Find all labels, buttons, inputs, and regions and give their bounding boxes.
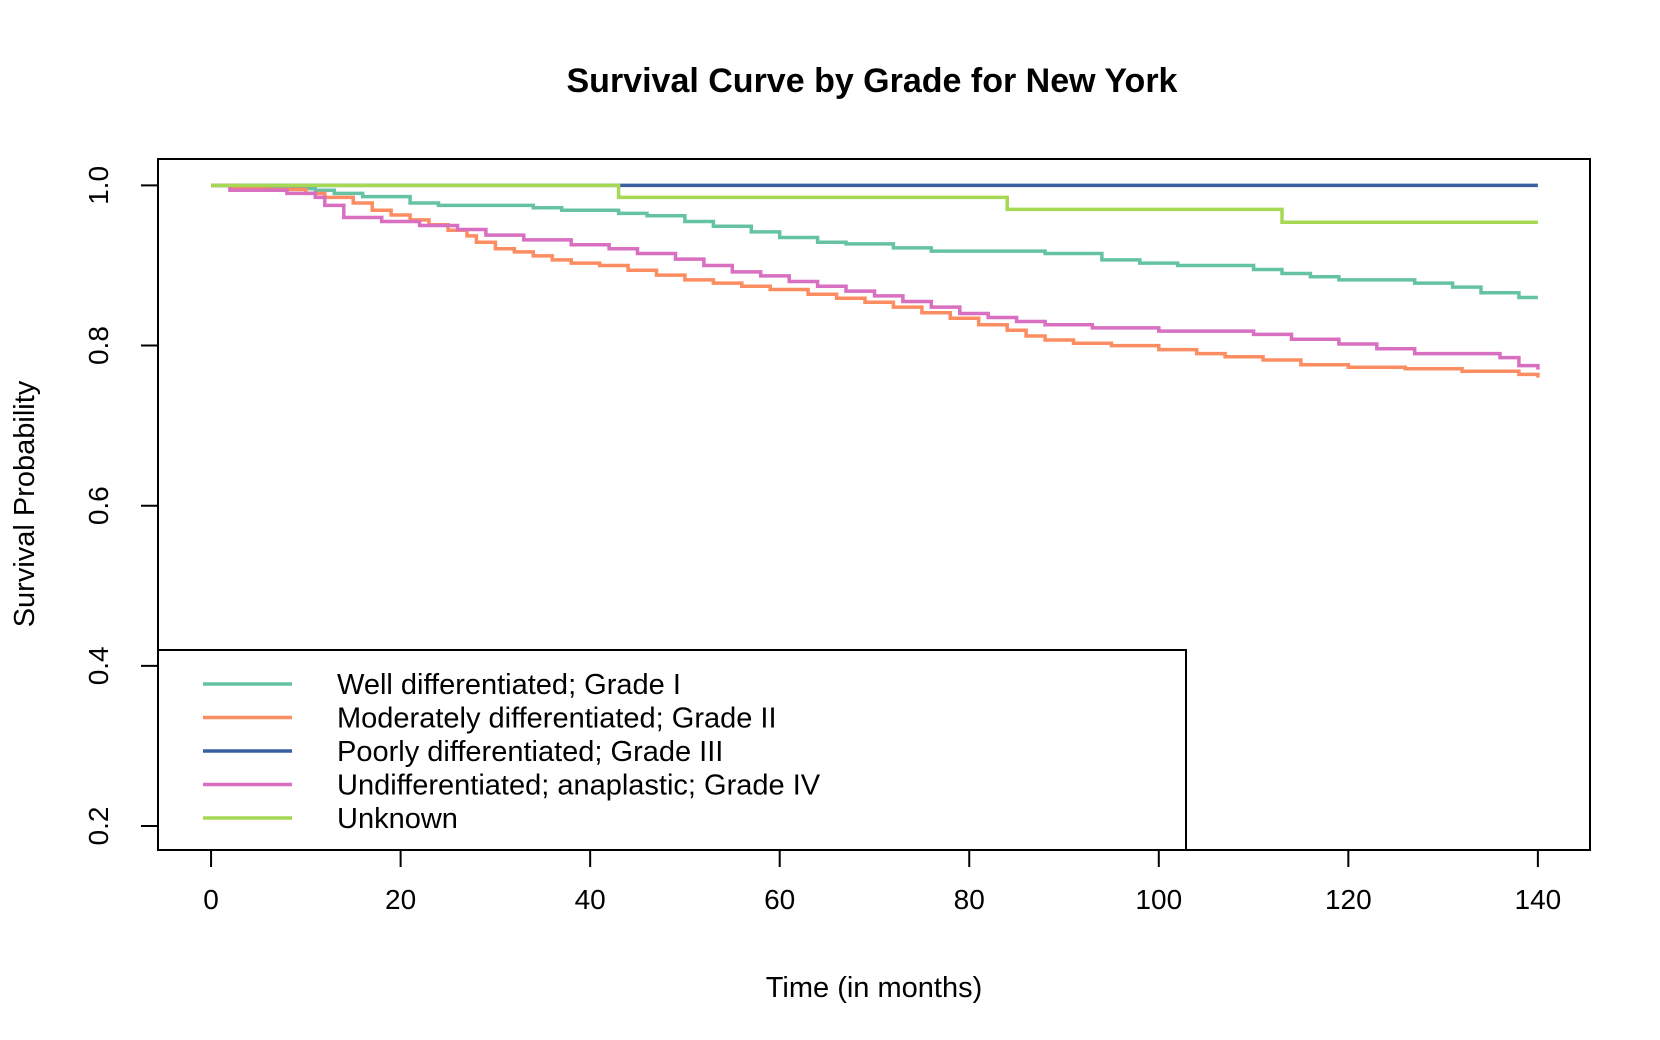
x-axis-label: Time (in months) (766, 972, 982, 1004)
y-axis-label: Survival Probability (9, 380, 41, 627)
series-line-4 (211, 183, 1540, 370)
x-tick-label-100: 100 (1135, 884, 1182, 915)
x-tick-label-40: 40 (575, 884, 606, 915)
legend-label-2: Moderately differentiated; Grade II (337, 703, 777, 735)
series-lines (211, 183, 1540, 378)
x-tick-label-80: 80 (954, 884, 985, 915)
series-line-5 (211, 183, 1538, 225)
y-axis: 0.2 0.4 0.6 0.8 1.0 (83, 166, 159, 846)
x-axis: 0 20 40 60 80 100 120 140 (203, 849, 1562, 915)
chart-title: Survival Curve by Grade for New York (567, 62, 1178, 100)
y-tick-label-0.4: 0.4 (83, 646, 114, 685)
x-tick-label-120: 120 (1325, 884, 1372, 915)
y-tick-label-0.6: 0.6 (83, 486, 114, 525)
y-tick-label-0.2: 0.2 (83, 807, 114, 846)
x-tick-label-0: 0 (203, 884, 219, 915)
x-tick-label-140: 140 (1515, 884, 1562, 915)
series-line-2 (211, 183, 1540, 378)
legend-label-5: Unknown (337, 803, 458, 835)
legend-label-1: Well differentiated; Grade I (337, 669, 681, 701)
y-tick-label-0.8: 0.8 (83, 326, 114, 365)
x-tick-label-20: 20 (385, 884, 416, 915)
legend-label-3: Poorly differentiated; Grade III (337, 736, 723, 768)
y-tick-label-1.0: 1.0 (83, 166, 114, 205)
legend-label-4: Undifferentiated; anaplastic; Grade IV (337, 770, 821, 802)
x-tick-label-60: 60 (764, 884, 795, 915)
legend-box (157, 649, 1187, 851)
series-line-1 (211, 183, 1538, 300)
